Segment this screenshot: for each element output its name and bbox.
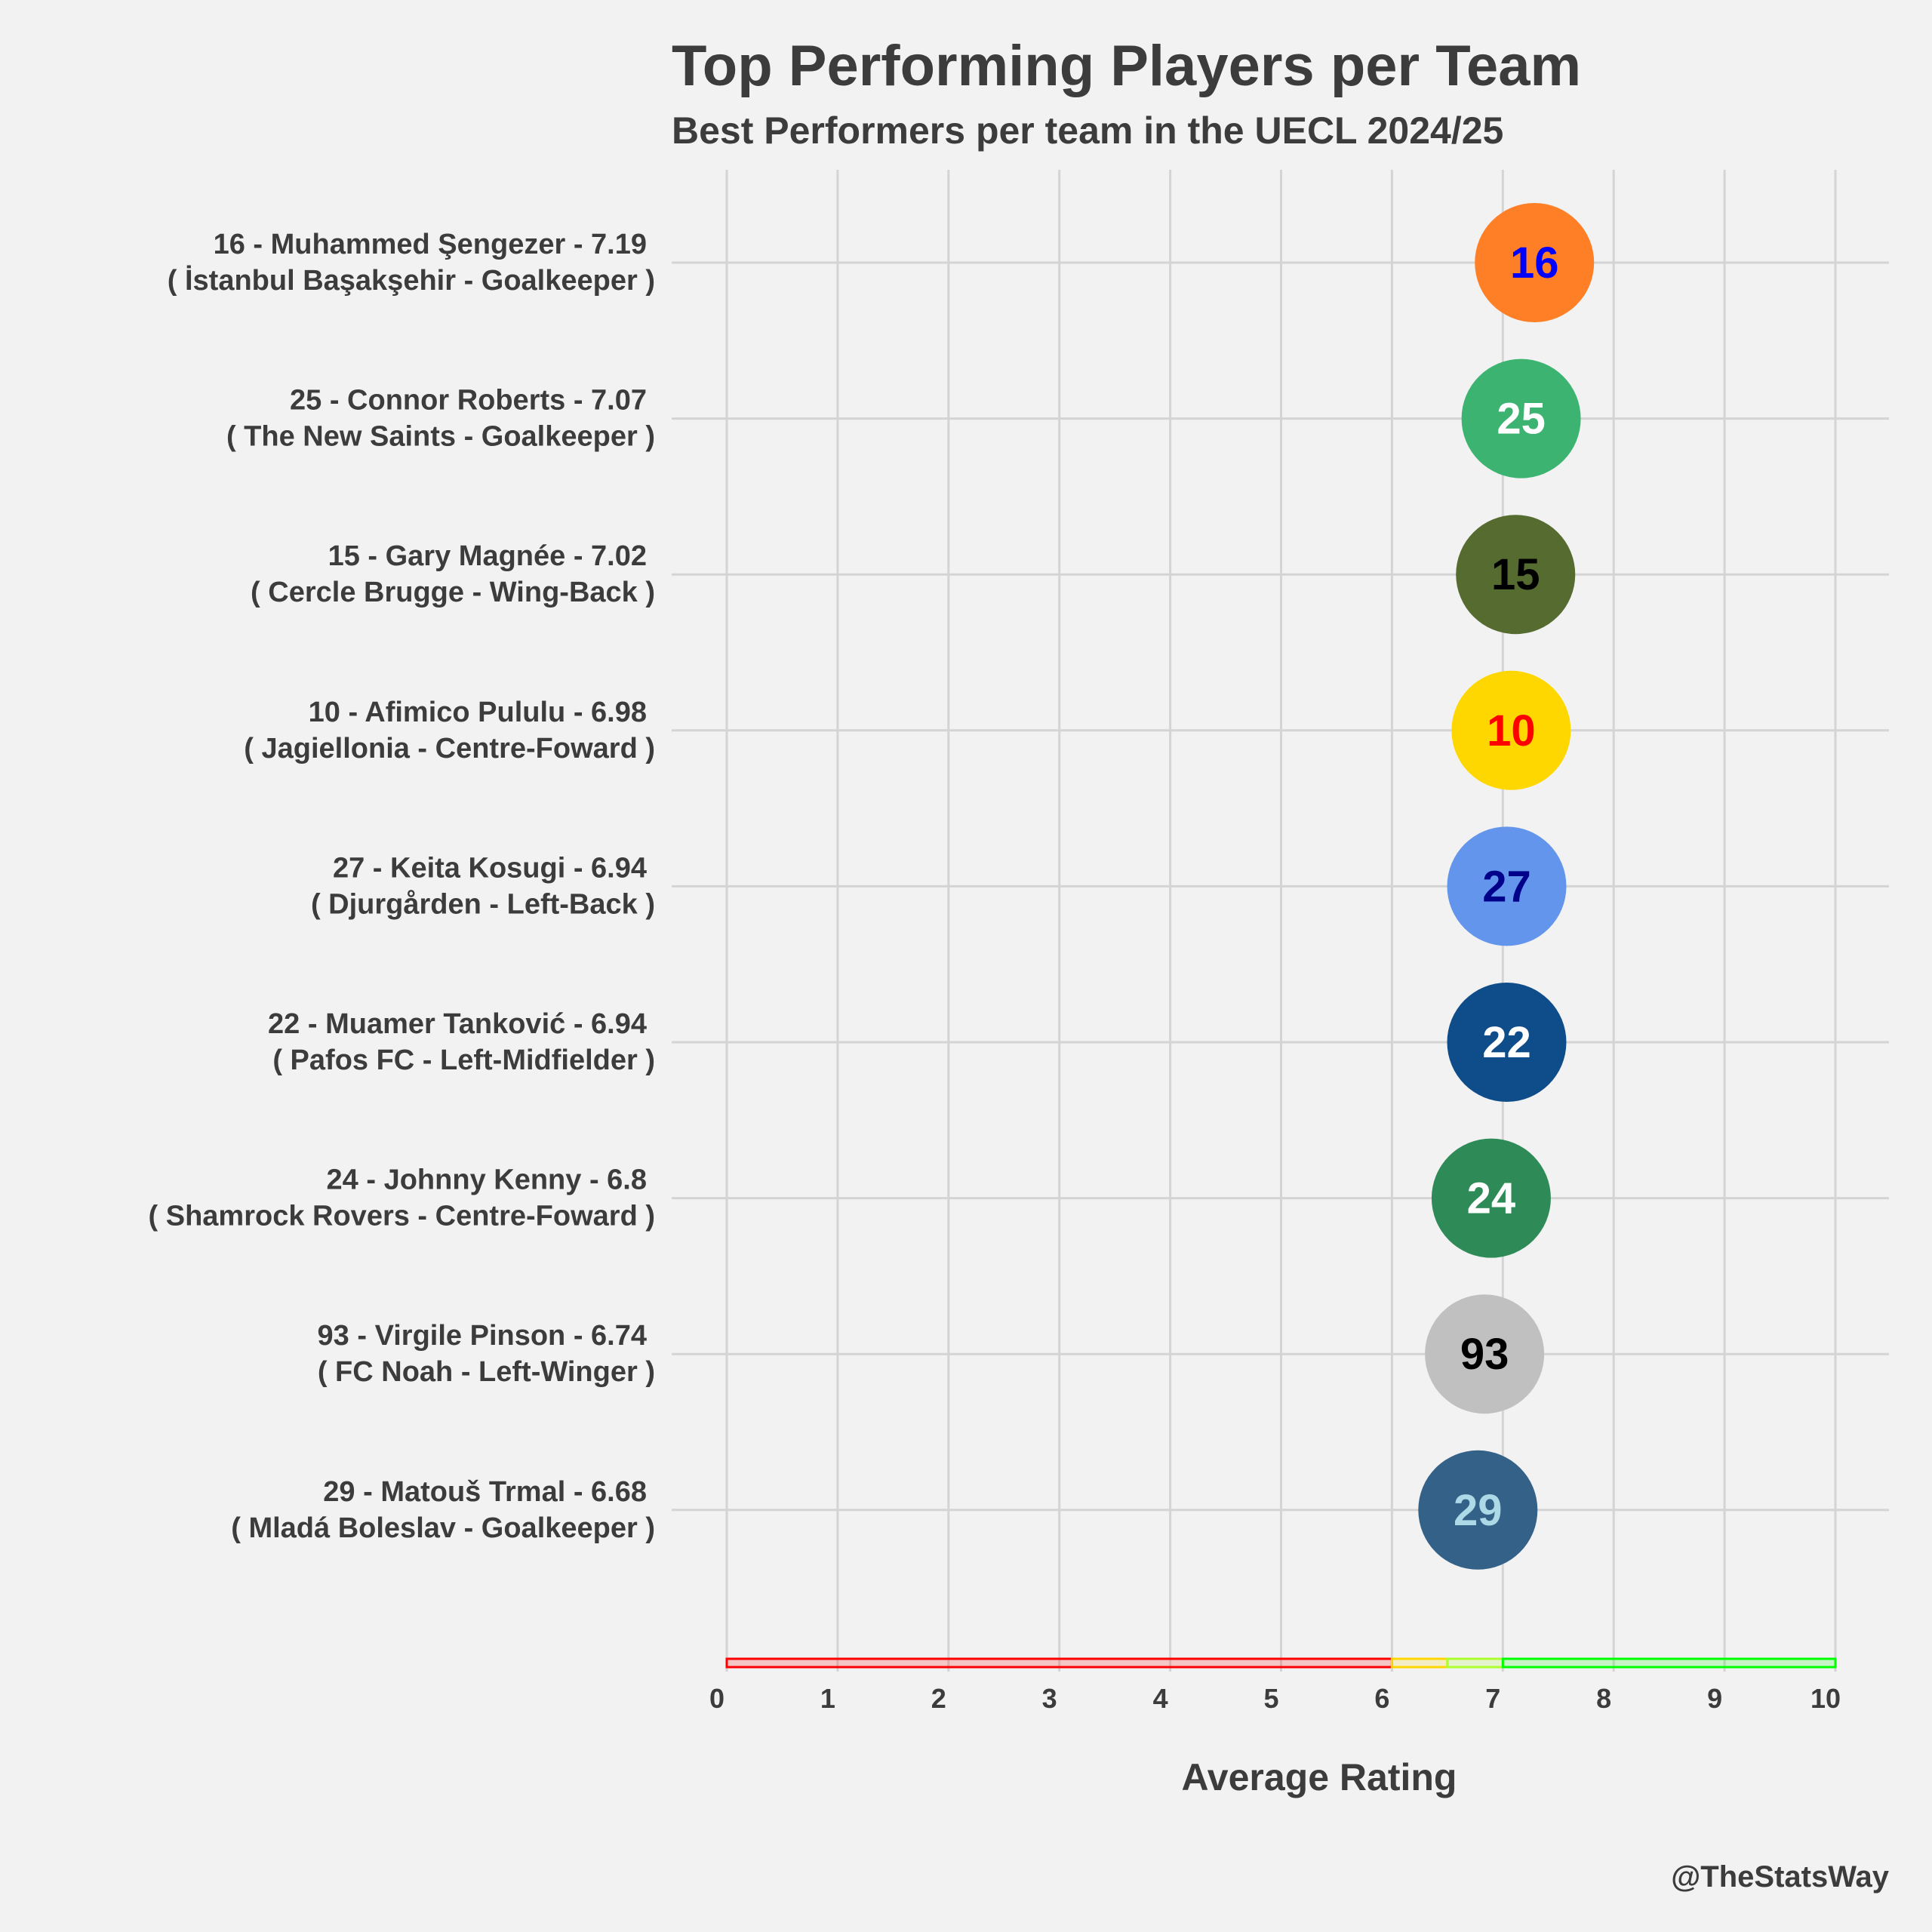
- x-tick-label: 9: [1707, 1683, 1722, 1714]
- x-tick-label: 8: [1596, 1683, 1611, 1714]
- player-number: 27: [1482, 862, 1531, 911]
- player-sublabel: ( The New Saints - Goalkeeper ): [226, 421, 655, 453]
- player-marker: [1461, 358, 1581, 478]
- player-label: 93 - Virgile Pinson - 6.74: [318, 1320, 647, 1352]
- chart-title: Top Performing Players per Team: [672, 34, 1581, 98]
- chart-subtitle: Best Performers per team in the UECL 202…: [672, 109, 1503, 152]
- player-sublabel: ( İstanbul Başakşehir - Goalkeeper ): [168, 265, 655, 297]
- rating-band: [1446, 1657, 1504, 1669]
- y-axis-labels: 16 - Muhammed Şengezer - 7.19 ( İstanbul …: [149, 229, 655, 1544]
- player-number: 29: [1454, 1486, 1503, 1535]
- player-marker: [1447, 983, 1567, 1102]
- player-marker: [1447, 826, 1567, 946]
- player-label: 22 - Muamer Tanković - 6.94: [268, 1008, 647, 1040]
- player-number: 93: [1460, 1330, 1509, 1379]
- player-label: 25 - Connor Roberts - 7.07: [290, 385, 647, 417]
- x-tick-label: 0: [709, 1683, 724, 1714]
- player-label: 24 - Johnny Kenny - 6.8: [327, 1164, 647, 1196]
- player-label: 27 - Keita Kosugi - 6.94: [333, 852, 647, 884]
- player-marker: [1425, 1294, 1545, 1414]
- x-tick-label: 2: [931, 1683, 946, 1714]
- x-axis-ticks: 0 1 2 3 4 5 6 7 8 9 10: [709, 1683, 1841, 1714]
- player-label: 16 - Muhammed Şengezer - 7.19: [214, 229, 647, 260]
- x-tick-label: 6: [1374, 1683, 1389, 1714]
- player-sublabel: ( Cercle Brugge - Wing-Back ): [251, 577, 655, 608]
- player-sublabel: ( Pafos FC - Left-Midfielder ): [272, 1044, 655, 1076]
- rating-band: [1390, 1657, 1449, 1669]
- x-tick-label: 3: [1042, 1683, 1057, 1714]
- player-number: 15: [1491, 550, 1540, 599]
- player-marker: [1451, 670, 1571, 790]
- grid: [672, 170, 1889, 1672]
- credit-label: @TheStatsWay: [1671, 1860, 1889, 1894]
- rating-band-bar: [725, 1657, 1837, 1669]
- x-tick-label: 4: [1153, 1683, 1168, 1714]
- player-sublabel: ( Mladá Boleslav - Goalkeeper ): [231, 1512, 655, 1544]
- player-label: 29 - Matouš Trmal - 6.68: [323, 1476, 647, 1508]
- x-tick-label: 1: [820, 1683, 835, 1714]
- player-sublabel: ( Shamrock Rovers - Centre-Foward ): [149, 1201, 655, 1232]
- x-tick-label: 10: [1810, 1683, 1841, 1714]
- x-tick-label: 5: [1263, 1683, 1278, 1714]
- rating-band: [1501, 1657, 1837, 1669]
- player-label: 15 - Gary Magnée - 7.02: [328, 540, 647, 572]
- player-number: 16: [1510, 238, 1559, 288]
- x-tick-label: 7: [1485, 1683, 1500, 1714]
- x-axis-label: Average Rating: [1182, 1756, 1457, 1798]
- player-sublabel: ( Jagiellonia - Centre-Foward ): [244, 733, 655, 764]
- player-marker: [1418, 1450, 1538, 1570]
- player-sublabel: ( FC Noah - Left-Winger ): [318, 1356, 655, 1388]
- player-sublabel: ( Djurgården - Left-Back ): [311, 888, 655, 920]
- player-marker: [1456, 515, 1576, 635]
- player-marker: [1475, 203, 1595, 322]
- player-number: 10: [1487, 706, 1536, 755]
- player-label: 10 - Afimico Pululu - 6.98: [309, 697, 647, 728]
- player-marker: [1431, 1138, 1551, 1258]
- player-number: 25: [1497, 395, 1546, 444]
- player-markers: 16 25 15 10 27 22 24 93 29: [1418, 203, 1595, 1570]
- player-number: 24: [1467, 1174, 1516, 1223]
- rating-band: [725, 1657, 1393, 1669]
- player-number: 22: [1482, 1018, 1531, 1067]
